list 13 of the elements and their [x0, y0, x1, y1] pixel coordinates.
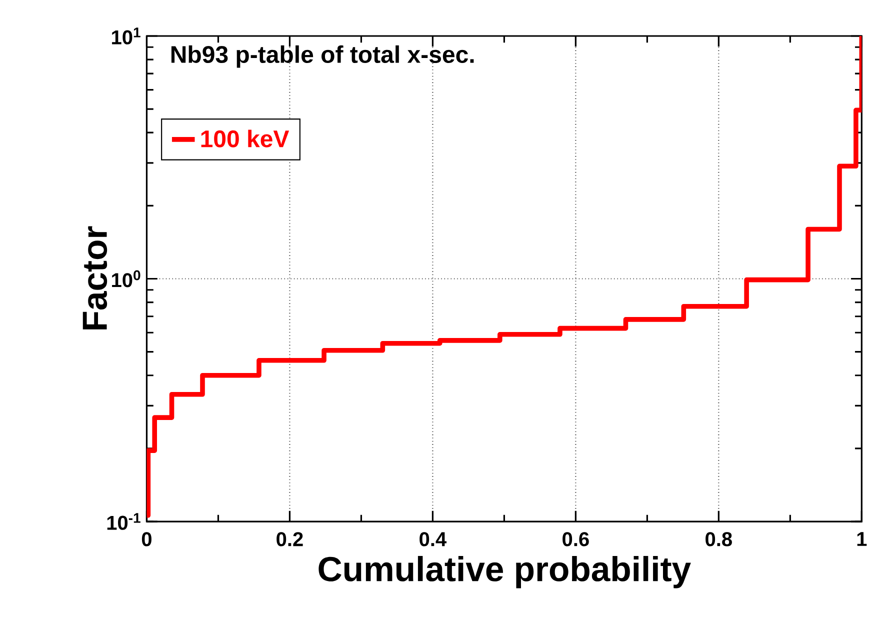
x-tick-label: 0: [142, 532, 152, 546]
y-tick-label: 10$^{1}$: [112, 28, 140, 44]
x-tick-label: 1: [857, 532, 867, 546]
x-axis-title: Cumulative probability: [318, 556, 691, 588]
y-tick-label: 10$^{-1}$: [107, 513, 140, 530]
chart-title: Nb93 p-table of total x-sec.: [171, 45, 474, 68]
x-tick-label: 0.8: [706, 532, 732, 546]
legend-label: 100 keV: [201, 130, 290, 148]
x-tick-label: 0.6: [562, 532, 589, 546]
x-tick-label: 0.4: [420, 532, 447, 546]
x-tick-label: 0.2: [276, 532, 303, 546]
y-tick-label: 10$^{0}$: [112, 270, 140, 288]
y-axis-title: Factor: [82, 226, 108, 330]
